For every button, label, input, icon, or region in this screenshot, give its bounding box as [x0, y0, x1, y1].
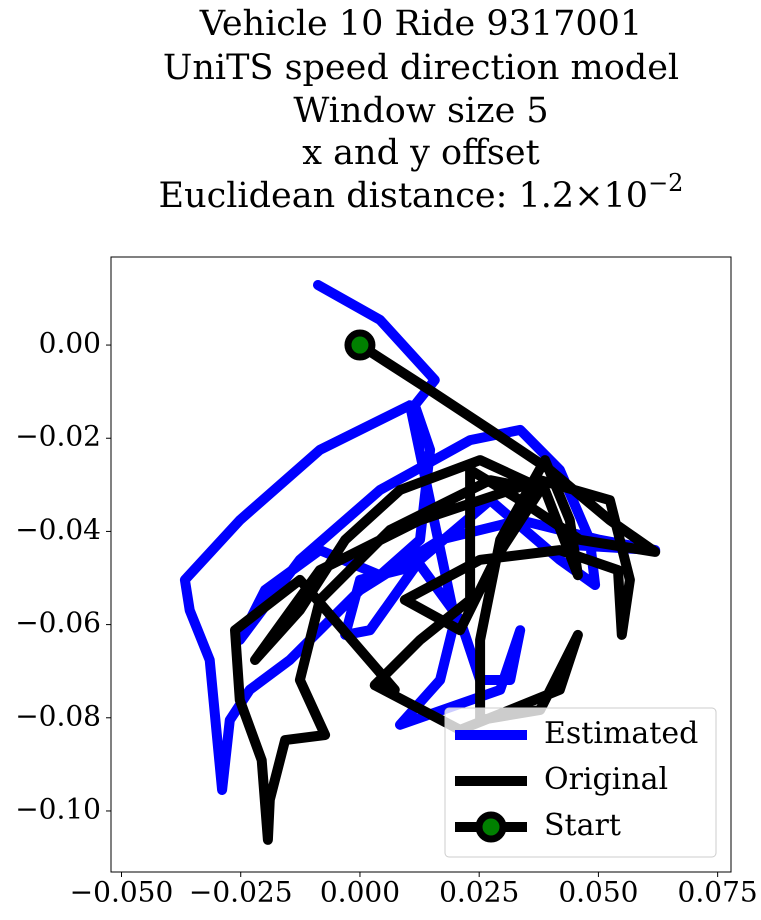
- y-tick-label: −0.10: [15, 792, 101, 825]
- x-tick-label: 0.050: [558, 876, 638, 909]
- legend-label: Estimated: [544, 716, 698, 751]
- y-tick-label: −0.08: [15, 699, 101, 732]
- x-tick-label: 0.025: [439, 876, 519, 909]
- chart-title: UniTS speed direction model: [163, 48, 679, 88]
- x-tick-label: 0.000: [320, 876, 400, 909]
- chart-title: Window size 5: [293, 91, 548, 131]
- y-tick-label: −0.02: [15, 420, 101, 453]
- start-marker: [344, 329, 376, 361]
- legend-marker: [475, 811, 507, 843]
- chart-title: Vehicle 10 Ride 9317001: [199, 4, 642, 44]
- title-exponent: −2: [648, 169, 683, 197]
- y-tick-label: 0.00: [39, 327, 101, 360]
- plot-area: [179, 280, 661, 845]
- y-tick-label: −0.04: [15, 513, 101, 546]
- legend-label: Start: [544, 808, 621, 843]
- trajectory-line: [179, 280, 661, 795]
- legend-label: Original: [544, 762, 668, 797]
- chart-title: x and y offset: [302, 133, 539, 173]
- legend-box: [444, 707, 717, 858]
- chart-title: Euclidean distance: 1.2×10−2: [159, 169, 684, 216]
- y-tick-label: −0.06: [15, 606, 101, 639]
- x-tick-label: −0.050: [70, 876, 174, 909]
- trajectory-line: [230, 340, 661, 845]
- plot-frame: [110, 256, 732, 873]
- x-tick-label: 0.075: [678, 876, 758, 909]
- title-text: Euclidean distance: 1.2×10: [159, 176, 649, 216]
- x-tick-label: −0.025: [189, 876, 293, 909]
